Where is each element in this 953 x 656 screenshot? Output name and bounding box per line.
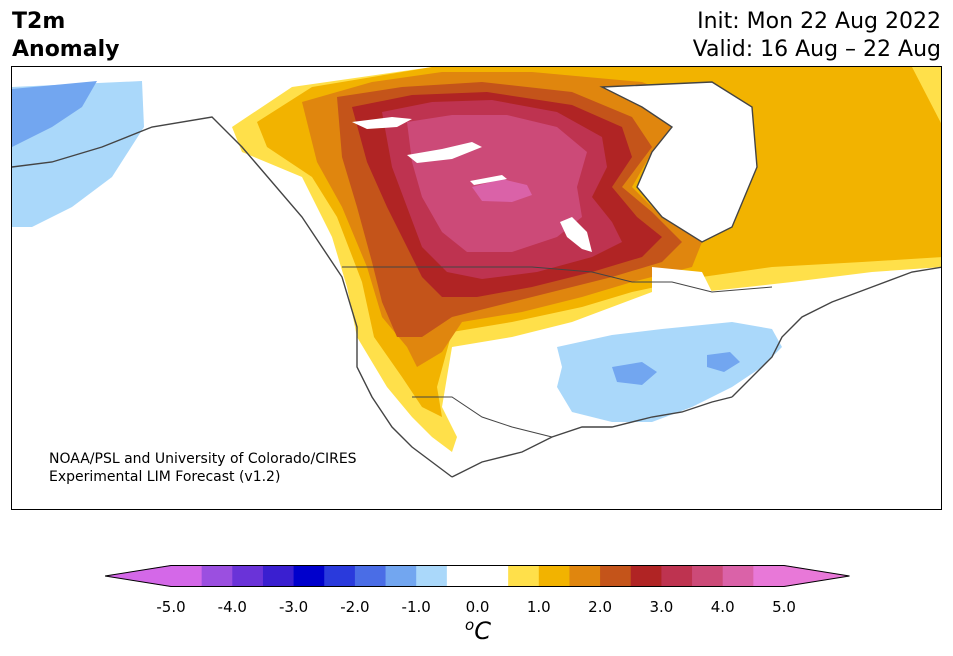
title-left: T2m Anomaly	[12, 8, 119, 64]
colorbar-segment	[661, 565, 693, 587]
colorbar	[105, 565, 850, 587]
credit-line-2: Experimental LIM Forecast (v1.2)	[49, 469, 281, 485]
colorbar-segment	[600, 565, 632, 587]
canada-us-border	[342, 266, 773, 293]
colorbar-tick-label: -1.0	[401, 598, 431, 616]
alaska-blue	[12, 81, 97, 147]
colorbar-extend-high	[784, 565, 850, 587]
colorbar-segment	[722, 565, 754, 587]
colorbar-tick-label: -3.0	[278, 598, 309, 616]
colorbar-segment	[354, 565, 387, 587]
colorbar-segment	[416, 565, 448, 587]
se-cool-medium-1	[612, 362, 657, 385]
hudson-bay	[602, 82, 757, 242]
lake-patch-4	[470, 175, 507, 185]
unit-symbol: C	[474, 617, 491, 645]
hudson-bay-outline	[599, 81, 758, 243]
lake-patch-1	[352, 117, 412, 129]
colorbar-segment	[232, 565, 264, 587]
unit-degree-symbol: o	[465, 616, 475, 634]
colorbar-segment	[569, 565, 601, 587]
coastline-west	[12, 116, 453, 478]
colorbar-segment	[538, 565, 570, 587]
colorbar-unit: oC	[465, 616, 491, 645]
title-variable: T2m	[12, 9, 66, 34]
colorbar-tick-label: -2.0	[340, 598, 370, 616]
anomaly-map	[12, 67, 941, 478]
colorbar-segment	[446, 565, 478, 587]
warm-peak	[472, 179, 532, 202]
se-cool-light	[557, 322, 782, 422]
credit-line-1: NOAA/PSL and University of Colorado/CIRE…	[49, 451, 357, 467]
valid-range: Valid: 16 Aug – 22 Aug	[692, 37, 941, 62]
colorbar-segment	[385, 565, 417, 587]
lake-patch-2	[407, 142, 482, 163]
colorbar-outline	[105, 565, 850, 587]
colorbar-segment	[293, 565, 325, 587]
init-date: Init: Mon 22 Aug 2022	[697, 9, 941, 34]
colorbar-extend-low	[105, 565, 171, 587]
colorbar-segment	[477, 565, 509, 587]
colorbar-tick-label: 3.0	[649, 598, 674, 616]
colorbar-segment	[753, 565, 785, 587]
map-panel	[11, 66, 942, 510]
colorbar-tick-label: 5.0	[772, 598, 796, 616]
colorbar-tick-label: 1.0	[526, 598, 551, 616]
colorbar-tick-label: 0.0	[465, 598, 490, 616]
colorbar-segment	[324, 565, 356, 587]
colorbar-tick-label: -5.0	[156, 598, 186, 616]
coastline-east	[731, 266, 941, 398]
colorbar-tick-label: -4.0	[217, 598, 247, 616]
coastline-gulf	[451, 396, 733, 478]
colorbar-segment	[630, 565, 662, 587]
se-cool-medium-2	[707, 352, 740, 372]
colorbar-segment	[508, 565, 540, 587]
colorbar-segment	[171, 565, 203, 587]
colorbar-tick-label: 4.0	[710, 598, 735, 616]
credit-text: NOAA/PSL and University of Colorado/CIRE…	[49, 450, 357, 486]
colorbar-segment	[692, 565, 724, 587]
colorbar-segment	[201, 565, 233, 587]
colorbar-tick-label: 2.0	[588, 598, 613, 616]
lake-patch-3	[560, 217, 592, 252]
title-anomaly: Anomaly	[12, 37, 120, 62]
title-right: Init: Mon 22 Aug 2022 Valid: 16 Aug – 22…	[693, 8, 941, 64]
mexico-border	[412, 396, 553, 438]
colorbar-segment	[262, 565, 295, 587]
